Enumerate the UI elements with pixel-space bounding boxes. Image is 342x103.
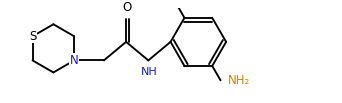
Text: N: N <box>70 54 79 67</box>
Text: NH: NH <box>141 67 158 77</box>
Text: O: O <box>122 1 132 14</box>
Text: NH₂: NH₂ <box>228 74 250 87</box>
Text: S: S <box>29 30 36 43</box>
